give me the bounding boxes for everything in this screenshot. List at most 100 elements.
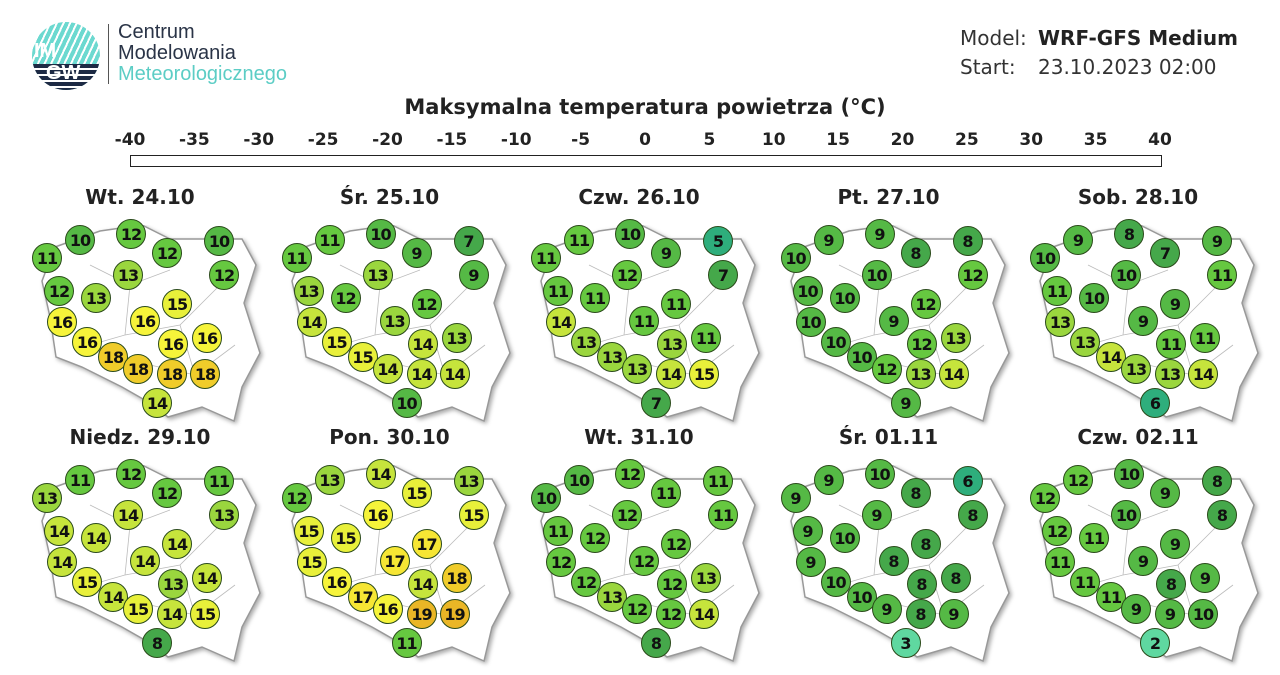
station-temperature: 10 — [861, 260, 892, 290]
station-temperature: 2 — [1140, 628, 1170, 658]
station-temperature: 8 — [1207, 500, 1237, 530]
station-temperature: 19 — [439, 599, 470, 629]
imgw-logo: IM GW — [32, 22, 100, 90]
poland-map: 10 9 8 7 9 11 10 11 10 13 9 9 13 14 13 13 11 11 14 6 — [1028, 219, 1278, 435]
model-label: Model: — [960, 26, 1027, 50]
chart-title: Maksymalna temperatura powietrza (°C) — [404, 95, 886, 119]
station-temperature: 11 — [691, 323, 721, 353]
colorbar-tick: -35 — [179, 130, 210, 150]
station-temperature: 10 — [829, 523, 860, 553]
station-temperature: 15 — [190, 599, 220, 629]
map-title: Pt. 27.10 — [837, 185, 940, 209]
station-temperature: 10 — [365, 219, 396, 249]
station-temperature: 10 — [820, 567, 851, 597]
station-temperature: 9 — [813, 465, 844, 495]
station-temperature: 11 — [314, 225, 345, 255]
station-temperature: 10 — [391, 388, 422, 418]
station-temperature: 10 — [1111, 260, 1141, 290]
station-temperature: 18 — [157, 359, 187, 389]
station-temperature: 13 — [571, 327, 601, 357]
station-temperature: 8 — [900, 478, 931, 508]
map-title: Czw. 26.10 — [578, 185, 700, 209]
station-temperature: 8 — [957, 500, 988, 530]
station-temperature: 14 — [157, 599, 187, 629]
start-value: 23.10.2023 02:00 — [1038, 55, 1217, 79]
station-temperature: 12 — [661, 529, 691, 559]
station-temperature: 15 — [162, 289, 192, 319]
station-temperature: 12 — [656, 599, 686, 629]
station-temperature: 11 — [1190, 323, 1220, 353]
station-temperature: 12 — [152, 478, 182, 508]
station-temperature: 13 — [379, 306, 410, 336]
station-temperature: 13 — [113, 260, 143, 290]
colorbar-tick: 35 — [1083, 130, 1108, 150]
station-temperature: 14 — [1188, 359, 1218, 389]
station-temperature: 13 — [453, 466, 484, 496]
station-temperature: 12 — [622, 594, 652, 624]
station-temperature: 12 — [281, 483, 312, 513]
station-temperature: 12 — [546, 547, 576, 577]
station-temperature: 15 — [689, 359, 719, 389]
colorbar-tick: 30 — [1019, 130, 1044, 150]
station-temperature: 14 — [81, 523, 111, 553]
station-temperature: 13 — [441, 323, 472, 353]
station-temperature: 16 — [130, 306, 160, 336]
station-temperature: 10 — [846, 582, 877, 612]
station-temperature: 13 — [1070, 327, 1100, 357]
station-temperature: 14 — [130, 546, 160, 576]
poland-map: 13 11 12 12 11 13 14 14 14 14 14 14 15 14 15 14 13 14 15 8 — [30, 459, 280, 675]
station-temperature: 13 — [158, 569, 188, 599]
station-temperature: 12 — [116, 219, 146, 249]
station-temperature: 15 — [321, 327, 352, 357]
station-temperature: 11 — [1207, 260, 1237, 290]
station-temperature: 10 — [615, 219, 645, 249]
poland-map: 11 11 10 9 7 9 13 13 12 14 12 13 15 15 14 14 14 13 14 10 — [280, 219, 530, 435]
station-temperature: 9 — [1128, 546, 1158, 576]
station-temperature: 12 — [910, 289, 941, 319]
station-temperature: 11 — [204, 466, 234, 496]
colorbar-tick: 25 — [955, 130, 979, 150]
station-temperature: 9 — [1160, 289, 1190, 319]
station-temperature: 14 — [192, 563, 222, 593]
station-temperature: 14 — [296, 307, 327, 337]
poland-map: 11 11 10 9 5 7 12 11 11 14 11 11 13 13 13 14 13 11 15 7 — [529, 219, 779, 435]
station-temperature: 11 — [391, 628, 422, 658]
station-temperature: 16 — [47, 307, 77, 337]
station-temperature: 16 — [72, 327, 102, 357]
station-temperature: 12 — [957, 260, 988, 290]
station-temperature: 12 — [906, 329, 937, 359]
station-temperature: 14 — [406, 359, 437, 389]
station-temperature: 14 — [113, 500, 143, 530]
station-temperature: 15 — [458, 500, 489, 530]
station-temperature: 13 — [209, 500, 239, 530]
station-temperature: 13 — [293, 276, 324, 306]
poland-map: 9 9 10 8 6 8 9 9 10 9 8 8 10 10 9 8 8 8 9 3 — [779, 459, 1029, 675]
poland-map: 12 12 10 9 8 8 10 12 11 11 9 9 11 11 9 9 8 9 10 2 — [1028, 459, 1278, 675]
poland-map: 10 10 12 11 11 11 12 11 12 12 12 12 12 13 12 12 12 13 14 8 — [529, 459, 779, 675]
station-temperature: 15 — [123, 594, 153, 624]
station-temperature: 14 — [47, 547, 77, 577]
station-temperature: 8 — [906, 569, 937, 599]
station-temperature: 10 — [1111, 500, 1141, 530]
map-title: Wt. 31.10 — [584, 425, 694, 449]
station-temperature: 7 — [708, 260, 738, 290]
station-temperature: 11 — [564, 225, 594, 255]
station-temperature: 11 — [531, 243, 561, 273]
station-temperature: 18 — [190, 359, 220, 389]
station-temperature: 11 — [1045, 547, 1075, 577]
station-temperature: 11 — [651, 478, 681, 508]
station-temperature: 11 — [32, 243, 62, 273]
station-temperature: 11 — [629, 306, 659, 336]
station-temperature: 6 — [1140, 388, 1170, 418]
station-temperature: 15 — [293, 516, 324, 546]
colorbar-tick: -5 — [571, 130, 591, 150]
colorbar-tick: -25 — [307, 130, 339, 150]
colorbar-tick: 20 — [890, 130, 915, 150]
station-temperature: 12 — [116, 459, 146, 489]
station-temperature: 10 — [792, 276, 823, 306]
station-temperature: 9 — [401, 238, 432, 268]
station-temperature: 14 — [656, 359, 686, 389]
station-temperature: 8 — [940, 563, 971, 593]
station-temperature: 11 — [708, 500, 738, 530]
station-temperature: 11 — [543, 516, 573, 546]
